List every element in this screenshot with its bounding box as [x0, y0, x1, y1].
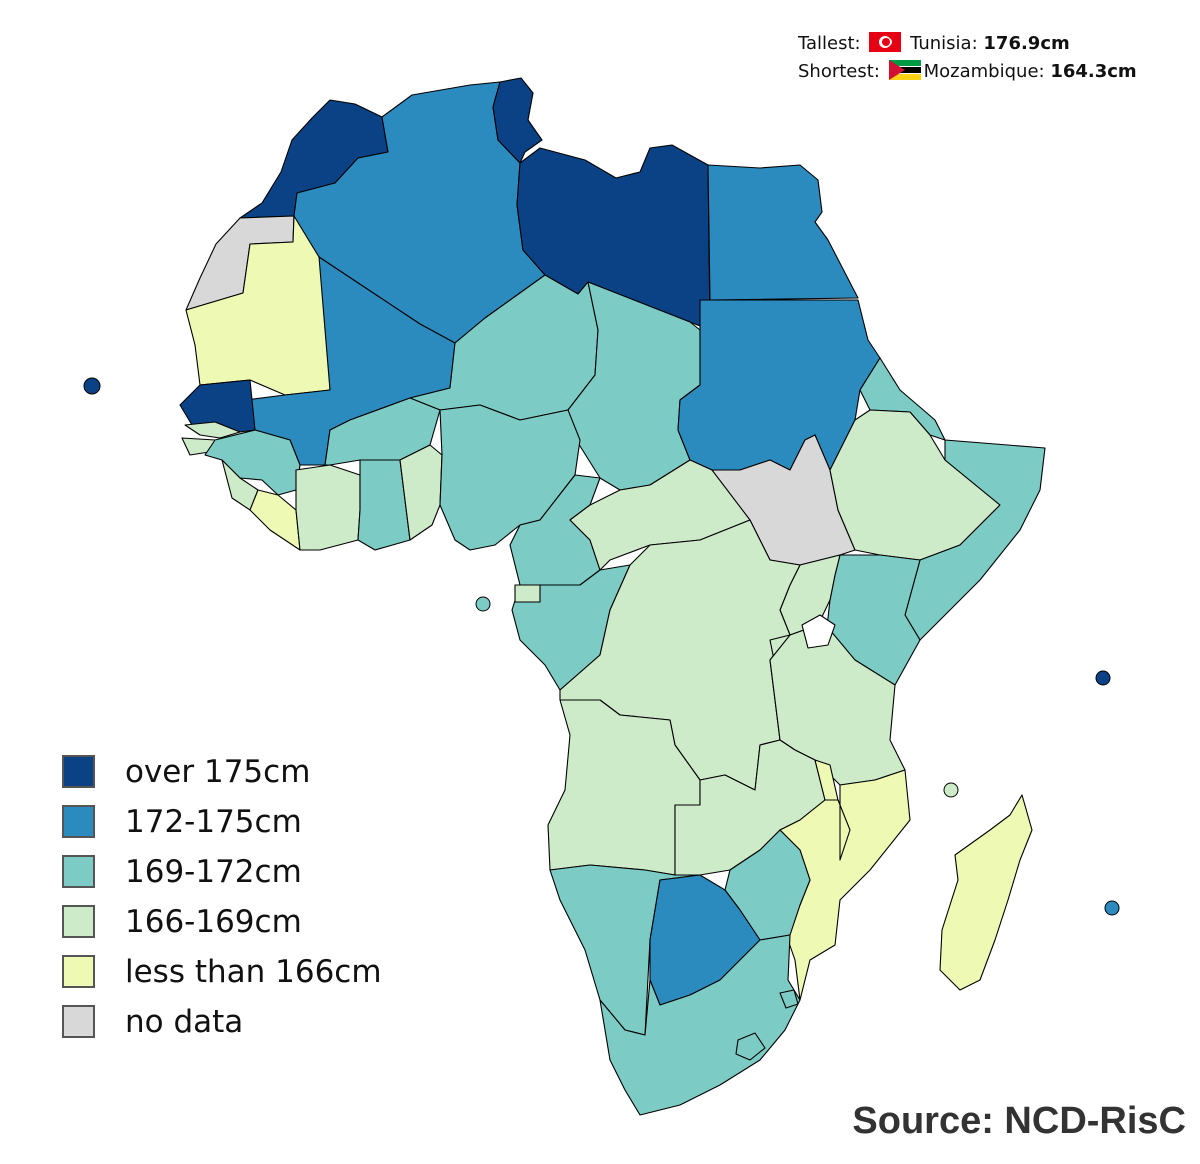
- country-egypt: [707, 164, 859, 301]
- country-madagascar: [939, 794, 1033, 991]
- shortest-value: 164.3cm: [1050, 61, 1137, 82]
- legend-swatch: [62, 805, 95, 838]
- shortest-label: Shortest:: [798, 61, 880, 82]
- country-lake-victoria: [801, 614, 836, 649]
- country-burkina-faso: [324, 397, 441, 466]
- legend-swatch: [62, 1005, 95, 1038]
- legend-item-no-data: no data: [62, 1002, 422, 1042]
- country-guinea: [204, 429, 301, 496]
- island-cape-verde: [83, 377, 101, 395]
- legend-item-169-172: 169-172cm: [62, 852, 422, 892]
- legend-item-166-169: 166-169cm: [62, 902, 422, 942]
- legend-label: 172-175cm: [125, 804, 302, 840]
- source-credit: Source: NCD-RisC: [852, 1100, 1186, 1142]
- legend-swatch: [62, 955, 95, 988]
- legend-label: 166-169cm: [125, 904, 302, 940]
- country-south-africa: [599, 934, 801, 1116]
- country-eswatini: [779, 989, 799, 1009]
- country-eq-guinea: [514, 584, 541, 603]
- tunisia-flag-icon: [869, 32, 902, 52]
- legend-item-under-166: less than 166cm: [62, 952, 422, 992]
- shortest-row: Shortest: Mozambique: 164.3cm: [798, 58, 1137, 86]
- country-gambia: [184, 421, 241, 439]
- legend-item-over-175: over 175cm: [62, 752, 422, 792]
- legend-label: over 175cm: [125, 754, 311, 790]
- island-mauritius: [1104, 900, 1120, 916]
- shortest-country: Mozambique:: [923, 61, 1045, 82]
- legend-swatch: [62, 755, 95, 788]
- tallest-label: Tallest:: [798, 33, 861, 54]
- tallest-shortest-info: Tallest: Tunisia: 176.9cm Shortest: Moza…: [798, 30, 1137, 86]
- island-comoros: [943, 782, 959, 798]
- country-ivory-coast: [295, 464, 361, 551]
- legend-label: 169-172cm: [125, 854, 302, 890]
- country-lesotho: [735, 1032, 766, 1061]
- country-liberia: [249, 489, 301, 551]
- tallest-country: Tunisia:: [910, 33, 978, 54]
- country-tunisia: [492, 77, 543, 164]
- legend-swatch: [62, 905, 95, 938]
- legend-label: no data: [125, 1004, 244, 1040]
- tallest-row: Tallest: Tunisia: 176.9cm: [798, 30, 1137, 58]
- legend-swatch: [62, 855, 95, 888]
- tallest-value: 176.9cm: [983, 33, 1070, 54]
- legend-label: less than 166cm: [125, 954, 382, 990]
- legend-item-172-175: 172-175cm: [62, 802, 422, 842]
- island-sao-tome: [475, 596, 491, 612]
- mozambique-flag-icon: [888, 60, 921, 80]
- island-seychelles: [1095, 670, 1111, 686]
